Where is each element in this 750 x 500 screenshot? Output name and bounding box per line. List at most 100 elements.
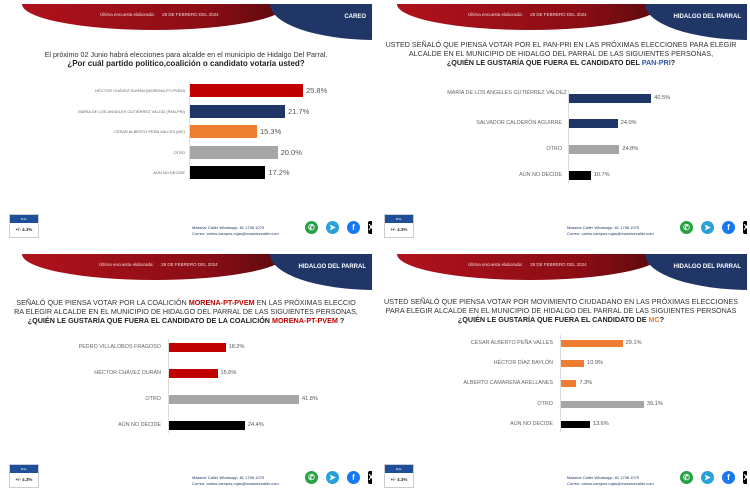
category-label: OTRO xyxy=(173,149,185,155)
x-icon[interactable]: X xyxy=(743,221,747,234)
chart-title-line: SEÑALÓ QUE PIENSA VOTAR POR LA COALICIÓN… xyxy=(0,298,372,307)
whatsapp-contact: Massive Caller Whatsapp: 81 1798 1079 xyxy=(192,475,265,480)
x-icon[interactable]: X xyxy=(368,221,372,234)
category-label: MARÍA DE LOS ANGELES GUTIÉRREZ VALDEZ xyxy=(447,90,567,96)
chart-title-line: ¿QUIÉN LE GUSTARÍA QUE FUERA EL CANDIDAT… xyxy=(375,58,747,67)
data-label: 10.9% xyxy=(587,359,603,366)
bar xyxy=(561,400,644,408)
category-label: CÉSAR ALBERTO PEÑA VALLES xyxy=(470,339,553,346)
survey-date-label: Última encuesta elaborada: xyxy=(468,12,523,17)
category-label: CÉSAR ALBERTO PEÑA VALLES (MC) xyxy=(114,128,185,134)
facebook-icon[interactable]: f xyxy=(347,221,360,234)
email-contact: Correo: carlos.campos.rojas@massivecalle… xyxy=(567,231,654,236)
chart-title-line: ALCALDE EN EL MUNICIPIO DE HIDALGO DEL P… xyxy=(375,49,747,58)
contact-info: Massive Caller Whatsapp: 81 1798 1079 Cor… xyxy=(567,225,654,237)
chart-title-line: RA ELEGIR ALCALDE EN EL MUNICIPIO DE HID… xyxy=(0,307,372,316)
margin-of-error-value: +/- 4.3% xyxy=(15,227,33,232)
category-label: MARÍA DE LOS ANGELES GUTIÉRREZ VALDIZ (P… xyxy=(78,108,185,114)
title-segment: EN LAS PRÓXIMAS ELECCIO xyxy=(254,298,356,307)
bar xyxy=(169,342,226,352)
whatsapp-icon[interactable]: ✆ xyxy=(680,221,693,234)
category-label: AÚN NO DECIDE xyxy=(118,421,161,428)
email-contact: Correo: carlos.campos.rojas@massivecalle… xyxy=(192,231,279,236)
chart-title-line: ¿QUIÉN LE GUSTARÍA QUE FUERA EL CANDIDAT… xyxy=(375,315,747,324)
social-icons: ✆ ➤ f X xyxy=(680,221,747,234)
email-contact: Correo: carlos.campos.rojas@massivecalle… xyxy=(567,481,654,486)
bar xyxy=(561,339,623,347)
data-label: 24.8% xyxy=(622,145,639,152)
social-icons: ✆ ➤ f X xyxy=(305,471,372,484)
header-blue-band xyxy=(270,254,372,290)
data-label: 40.5% xyxy=(654,94,671,101)
survey-date: Última encuesta elaborada: 28 DE FEBRERO… xyxy=(99,262,218,267)
telegram-icon[interactable]: ➤ xyxy=(326,221,339,234)
bar xyxy=(169,420,245,430)
facebook-icon[interactable]: f xyxy=(722,221,735,234)
chart-axis xyxy=(189,82,190,180)
margin-of-error-value: +/- 4.3% xyxy=(15,477,33,482)
telegram-icon[interactable]: ➤ xyxy=(701,221,714,234)
facebook-icon[interactable]: f xyxy=(347,471,360,484)
panel-tag: HIDALGO DEL PARRAL xyxy=(298,264,366,270)
data-label: 29.1% xyxy=(625,339,642,346)
bar xyxy=(190,124,257,138)
chart-title-line: El próximo 02 Junio habrá elecciones par… xyxy=(0,50,372,59)
title-segment: ¿QUIÉN LE GUSTARÍA QUE FUERA EL CANDIDAT… xyxy=(457,315,649,324)
poll-panel: Última encuesta elaborada: 28 DE FEBRERO… xyxy=(375,250,747,498)
title-segment: ¿QUIÉN LE GUSTARÍA QUE FUERA EL CANDIDAT… xyxy=(446,58,642,67)
margin-of-error-label: M.E. xyxy=(385,215,413,223)
x-icon[interactable]: X xyxy=(743,471,747,484)
margin-of-error-value: +/- 4.3% xyxy=(390,227,408,232)
data-label: 18.2% xyxy=(228,343,245,350)
data-label: 24.4% xyxy=(247,421,264,428)
data-label: 10.7% xyxy=(593,171,610,178)
category-label: AÚN NO DECIDE xyxy=(510,420,553,427)
header-blue-band xyxy=(645,254,747,290)
title-segment: PARA ELEGIR ALCALDE EN EL MUNICIPIO DE H… xyxy=(385,306,737,315)
chart-axis xyxy=(560,335,561,432)
data-label: 41.8% xyxy=(301,395,318,402)
category-label: SALVADOR CALDERÓN AGUIRRE xyxy=(476,119,562,126)
header-blue-band xyxy=(270,4,372,40)
chart-title-line: ¿QUIÉN LE GUSTARÍA QUE FUERA EL CANDIDAT… xyxy=(0,316,372,325)
x-icon[interactable]: X xyxy=(368,471,372,484)
whatsapp-contact: Massive Caller Whatsapp: 81 1798 1079 xyxy=(567,225,640,230)
facebook-icon[interactable]: f xyxy=(722,471,735,484)
margin-of-error-label: M.E. xyxy=(10,215,38,223)
telegram-icon[interactable]: ➤ xyxy=(326,471,339,484)
title-segment: ? xyxy=(670,58,676,67)
telegram-icon[interactable]: ➤ xyxy=(701,471,714,484)
bar xyxy=(561,420,590,428)
category-label: OTRO xyxy=(537,400,553,407)
title-segment: USTED SEÑALÓ QUE PIENSA VOTAR POR EL PAN… xyxy=(385,40,737,49)
data-label: 24.0% xyxy=(620,119,637,126)
title-segment: MC xyxy=(648,315,660,324)
survey-date-value: 28 DE FEBRERO DEL 2024 xyxy=(161,262,218,267)
margin-of-error-box: M.E. +/- 4.3% xyxy=(9,464,39,488)
whatsapp-icon[interactable]: ✆ xyxy=(680,471,693,484)
email-contact: Correo: carlos.campos.rojas@massivecalle… xyxy=(192,481,279,486)
title-segment: PAN-PRI xyxy=(641,58,671,67)
margin-of-error-label: M.E. xyxy=(10,465,38,473)
survey-date-label: Última encuesta elaborada: xyxy=(100,12,155,17)
title-segment: ¿QUIÉN LE GUSTARÍA QUE FUERA EL CANDIDAT… xyxy=(27,316,272,325)
whatsapp-icon[interactable]: ✆ xyxy=(305,221,318,234)
whatsapp-icon[interactable]: ✆ xyxy=(305,471,318,484)
chart-title-line: USTED SEÑALÓ QUE PIENSA VOTAR POR EL PAN… xyxy=(375,40,747,49)
bar xyxy=(569,118,618,128)
data-label: 15.3% xyxy=(260,126,282,136)
title-segment: ? xyxy=(337,316,345,325)
data-label: 21.7% xyxy=(288,106,310,116)
bar xyxy=(569,144,620,154)
margin-of-error-box: M.E. +/- 4.3% xyxy=(384,214,414,238)
survey-date-label: Última encuesta elaborada: xyxy=(468,262,523,267)
bar xyxy=(561,359,585,367)
category-label: HÉCTOR DÍAZ BAYLÓN xyxy=(493,359,553,366)
contact-info: Massive Caller Whatsapp: 81 1798 1079 Cor… xyxy=(192,475,279,487)
data-label: 17.2% xyxy=(268,167,290,177)
category-label: OTRO xyxy=(145,395,161,402)
panel-tag: CAREO xyxy=(344,14,366,20)
data-label: 13.6% xyxy=(592,420,609,427)
survey-date-value: 28 DE FEBRERO DEL 2024 xyxy=(530,12,587,17)
survey-date: Última encuesta elaborada: 28 DE FEBRERO… xyxy=(100,12,219,17)
